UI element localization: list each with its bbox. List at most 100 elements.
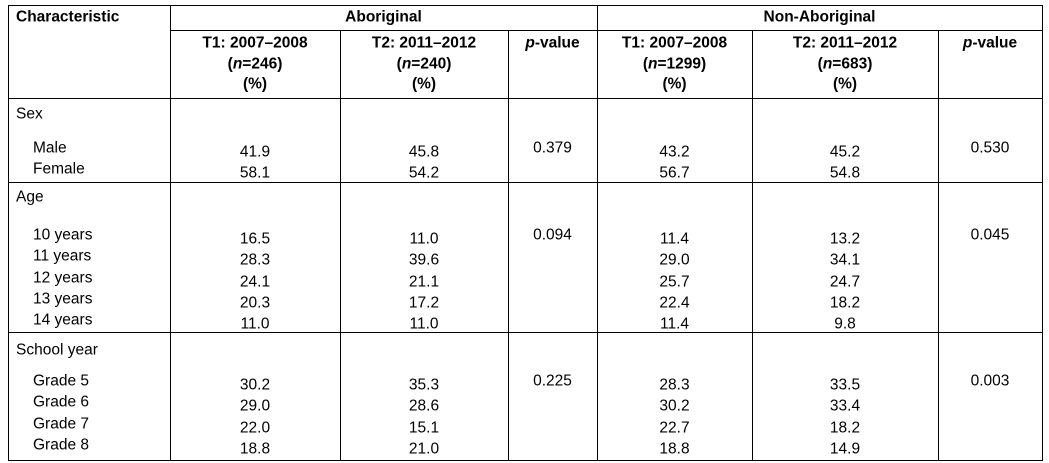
cell-value: 41.9	[239, 143, 271, 161]
column-header-line: (%)	[243, 76, 267, 92]
row-label: Grade 7	[33, 414, 90, 432]
row-label: Grade 5	[33, 372, 90, 390]
header-text: (	[642, 54, 648, 72]
header-text: -value	[972, 34, 1018, 52]
p-value: 0.225	[533, 372, 572, 390]
header-text: (	[227, 54, 233, 72]
cell-value: 30.2	[659, 397, 690, 415]
cell-value: 43.2	[659, 143, 690, 161]
cell-value: 22.7	[659, 418, 690, 436]
cell-value: 14.9	[829, 440, 861, 458]
section-label: School year	[16, 341, 98, 359]
column-header-line: (n=246)	[228, 56, 283, 72]
cell-value: 58.1	[239, 164, 271, 182]
header-text: =1299)	[657, 54, 707, 72]
cell-value: 18.2	[829, 418, 861, 436]
cell-value: 45.8	[408, 143, 440, 161]
header-text: (%)	[662, 75, 687, 93]
column-header-line: (n=683)	[818, 56, 873, 72]
column-header: Characteristic	[16, 8, 120, 26]
group-header: Aboriginal	[345, 8, 422, 26]
row-label: 14 years	[33, 311, 93, 329]
column-header-line: T2: 2011–2012	[372, 35, 476, 51]
p-value: 0.045	[970, 226, 1010, 244]
cell-value: 56.7	[659, 164, 690, 182]
cell-value: 18.8	[239, 440, 271, 458]
section-label: Age	[16, 188, 44, 206]
cell-value: 29.0	[239, 397, 271, 415]
header-text: (	[817, 54, 823, 72]
section-label: Sex	[16, 105, 43, 123]
column-header-line: T1: 2007–2008	[622, 35, 727, 51]
cell-value: 39.6	[408, 251, 440, 269]
header-text: n	[232, 54, 243, 72]
cell-value: 16.5	[239, 230, 271, 248]
table-border	[8, 5, 1043, 461]
column-header-line: (%)	[412, 76, 436, 92]
group-header: Non-Aboriginal	[763, 8, 876, 26]
cell-value: 34.1	[829, 251, 861, 269]
cell-value: 45.2	[829, 143, 861, 161]
cell-value: 21.0	[408, 440, 440, 458]
column-header-line: p-value	[525, 35, 579, 51]
p-value: 0.094	[533, 226, 572, 244]
header-text: n	[648, 54, 658, 72]
row-label: 13 years	[33, 290, 93, 308]
header-text: T1: 2007–2008	[202, 34, 308, 52]
column-header-line: (n=240)	[397, 56, 452, 72]
row-label: Grade 8	[33, 436, 90, 454]
cell-value: 33.5	[829, 376, 861, 394]
header-text: n	[401, 54, 412, 72]
cell-value: 28.3	[659, 376, 690, 394]
cell-value: 24.1	[239, 272, 271, 290]
cell-value: 25.7	[659, 272, 690, 290]
cell-value: 28.6	[408, 397, 440, 415]
cell-value: 22.0	[239, 418, 271, 436]
cell-value: 11.4	[659, 315, 690, 333]
p-value: 0.530	[970, 139, 1010, 157]
cell-value: 20.3	[239, 294, 271, 312]
cell-value: 54.2	[408, 164, 440, 182]
column-header-line: T1: 2007–2008	[202, 35, 307, 51]
cell-value: 54.8	[829, 164, 861, 182]
header-text: =246)	[242, 54, 283, 72]
header-text: p	[525, 34, 535, 52]
cell-value: 21.1	[408, 272, 440, 290]
cell-value: 18.2	[829, 294, 861, 312]
cell-value: 11.0	[409, 315, 439, 333]
cell-value: 11.0	[240, 315, 270, 333]
cell-value: 24.7	[829, 272, 861, 290]
header-text: T2: 2011–2012	[792, 34, 898, 52]
column-header-line: p-value	[963, 35, 1017, 51]
cell-value: 9.8	[834, 315, 856, 333]
cell-value: 28.3	[239, 251, 271, 269]
cell-value: 11.0	[409, 230, 439, 248]
header-text: (%)	[242, 75, 268, 93]
header-text: T2: 2011–2012	[371, 34, 477, 52]
header-text: =240)	[411, 54, 452, 72]
header-text: (%)	[411, 75, 437, 93]
column-header-line: T2: 2011–2012	[793, 35, 897, 51]
cell-value: 18.8	[659, 440, 690, 458]
header-text: T1: 2007–2008	[621, 34, 728, 52]
p-value: 0.379	[533, 139, 572, 157]
header-text: p	[962, 34, 973, 52]
row-label: 10 years	[33, 226, 93, 244]
cell-value: 17.2	[408, 294, 440, 312]
cell-value: 15.1	[408, 418, 440, 436]
cell-value: 35.3	[408, 376, 440, 394]
cell-value: 33.4	[829, 397, 861, 415]
row-label: 11 years	[33, 247, 92, 265]
row-label: 12 years	[33, 268, 93, 286]
column-header-line: (n=1299)	[643, 56, 706, 72]
header-text: (%)	[832, 75, 858, 93]
cell-value: 11.4	[659, 230, 690, 248]
p-value: 0.003	[970, 372, 1010, 390]
cell-value: 13.2	[829, 230, 861, 248]
column-header-line: (%)	[662, 76, 686, 92]
header-text: (	[396, 54, 402, 72]
row-label: Grade 6	[33, 393, 90, 411]
header-text: =683)	[832, 54, 873, 72]
